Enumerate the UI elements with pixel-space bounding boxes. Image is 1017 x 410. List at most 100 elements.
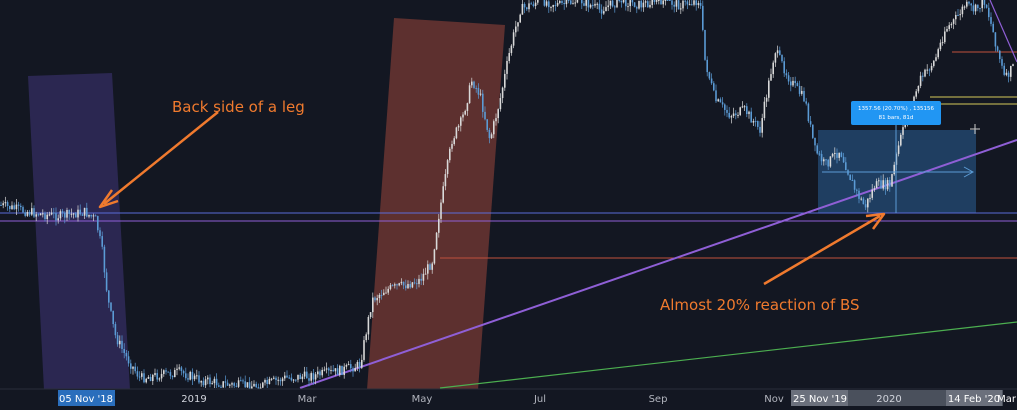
candle-body <box>319 371 321 376</box>
candle-body <box>699 3 702 6</box>
candle-body <box>922 75 924 77</box>
candle-body <box>189 371 191 380</box>
x-axis-tick-label: Nov <box>764 394 784 405</box>
candle-body <box>90 214 92 217</box>
candle-body <box>515 26 517 33</box>
candle-body <box>919 75 922 86</box>
candle-body <box>361 359 363 368</box>
candle-body <box>827 159 829 167</box>
candle-body <box>902 127 904 135</box>
candle-body <box>611 0 614 7</box>
candle-body <box>475 87 477 89</box>
candle-body <box>853 180 856 190</box>
candle-body <box>308 378 310 381</box>
candle-body <box>904 124 906 128</box>
trendline-purple-top[interactable] <box>989 0 1017 63</box>
candle-body <box>229 384 231 386</box>
candle-body <box>952 19 955 24</box>
candle-body <box>603 11 605 14</box>
candle-body <box>422 273 425 281</box>
candle-body <box>356 362 359 369</box>
candle-body <box>600 9 603 14</box>
trendline-purple[interactable] <box>299 139 1017 389</box>
candle-body <box>814 137 816 146</box>
candle-body <box>972 5 975 12</box>
candle-body <box>473 81 475 88</box>
candle-body <box>292 379 295 381</box>
candle-body <box>376 298 378 301</box>
candle-body <box>493 121 495 135</box>
candle-body <box>715 90 717 102</box>
candle-body <box>717 99 719 102</box>
candle-body <box>15 204 18 210</box>
candle-body <box>928 69 931 71</box>
candle-body <box>605 7 607 12</box>
candle-body <box>273 377 275 379</box>
candle-body <box>202 381 205 386</box>
candle-body <box>240 380 242 382</box>
candle-body <box>116 335 119 345</box>
candle-body <box>523 3 526 8</box>
candle-body <box>985 4 988 8</box>
candle-body <box>669 0 671 1</box>
candle-body <box>941 42 944 44</box>
candle-body <box>785 73 788 76</box>
candle-body <box>759 126 761 133</box>
candle-body <box>710 78 713 84</box>
candle-body <box>383 292 385 296</box>
candle-body <box>380 294 383 296</box>
candle-body <box>152 374 154 382</box>
candle-body <box>178 367 180 369</box>
candle-body <box>114 324 117 336</box>
candle-body <box>867 198 869 208</box>
candle-body <box>999 50 1001 60</box>
candle-body <box>288 377 290 379</box>
candle-body <box>992 23 994 33</box>
candle-body <box>97 216 99 231</box>
candle-body <box>750 111 752 123</box>
candle-body <box>915 91 917 97</box>
candle-body <box>479 93 482 95</box>
candle-body <box>86 207 88 217</box>
candle-body <box>209 377 211 385</box>
candle-body <box>59 211 62 219</box>
candle-body <box>464 110 466 115</box>
candle-body <box>840 152 843 157</box>
candle-body <box>286 375 288 378</box>
candle-body <box>933 60 935 66</box>
candle-body <box>754 120 757 122</box>
candle-body <box>666 0 669 1</box>
candle-body <box>994 32 997 47</box>
candle-body <box>92 215 95 217</box>
trendline-green[interactable] <box>439 321 1017 389</box>
candle-body <box>105 272 108 291</box>
candle-body <box>66 209 68 218</box>
candle-body <box>743 106 746 108</box>
candle-body <box>134 366 136 372</box>
candle-body <box>48 214 51 216</box>
candle-body <box>127 356 130 364</box>
candle-body <box>983 0 986 5</box>
candle-body <box>387 288 389 293</box>
candle-body <box>266 379 268 385</box>
candle-body <box>592 4 594 6</box>
candle-body <box>534 2 537 6</box>
candle-body <box>512 32 515 46</box>
candle-body <box>303 371 306 377</box>
candle-body <box>1005 72 1008 75</box>
candle-body <box>224 381 227 383</box>
candle-body <box>301 376 304 380</box>
candle-body <box>429 264 431 270</box>
candle-body <box>860 198 862 200</box>
candle-body <box>72 213 75 215</box>
candle-body <box>981 0 983 9</box>
candle-body <box>794 80 796 84</box>
candle-body <box>589 4 592 8</box>
candle-body <box>427 264 429 274</box>
candle-body <box>242 380 244 382</box>
candle-body <box>424 273 427 275</box>
candle-body <box>235 385 238 387</box>
candle-body <box>438 218 440 233</box>
candle-body <box>363 340 365 360</box>
